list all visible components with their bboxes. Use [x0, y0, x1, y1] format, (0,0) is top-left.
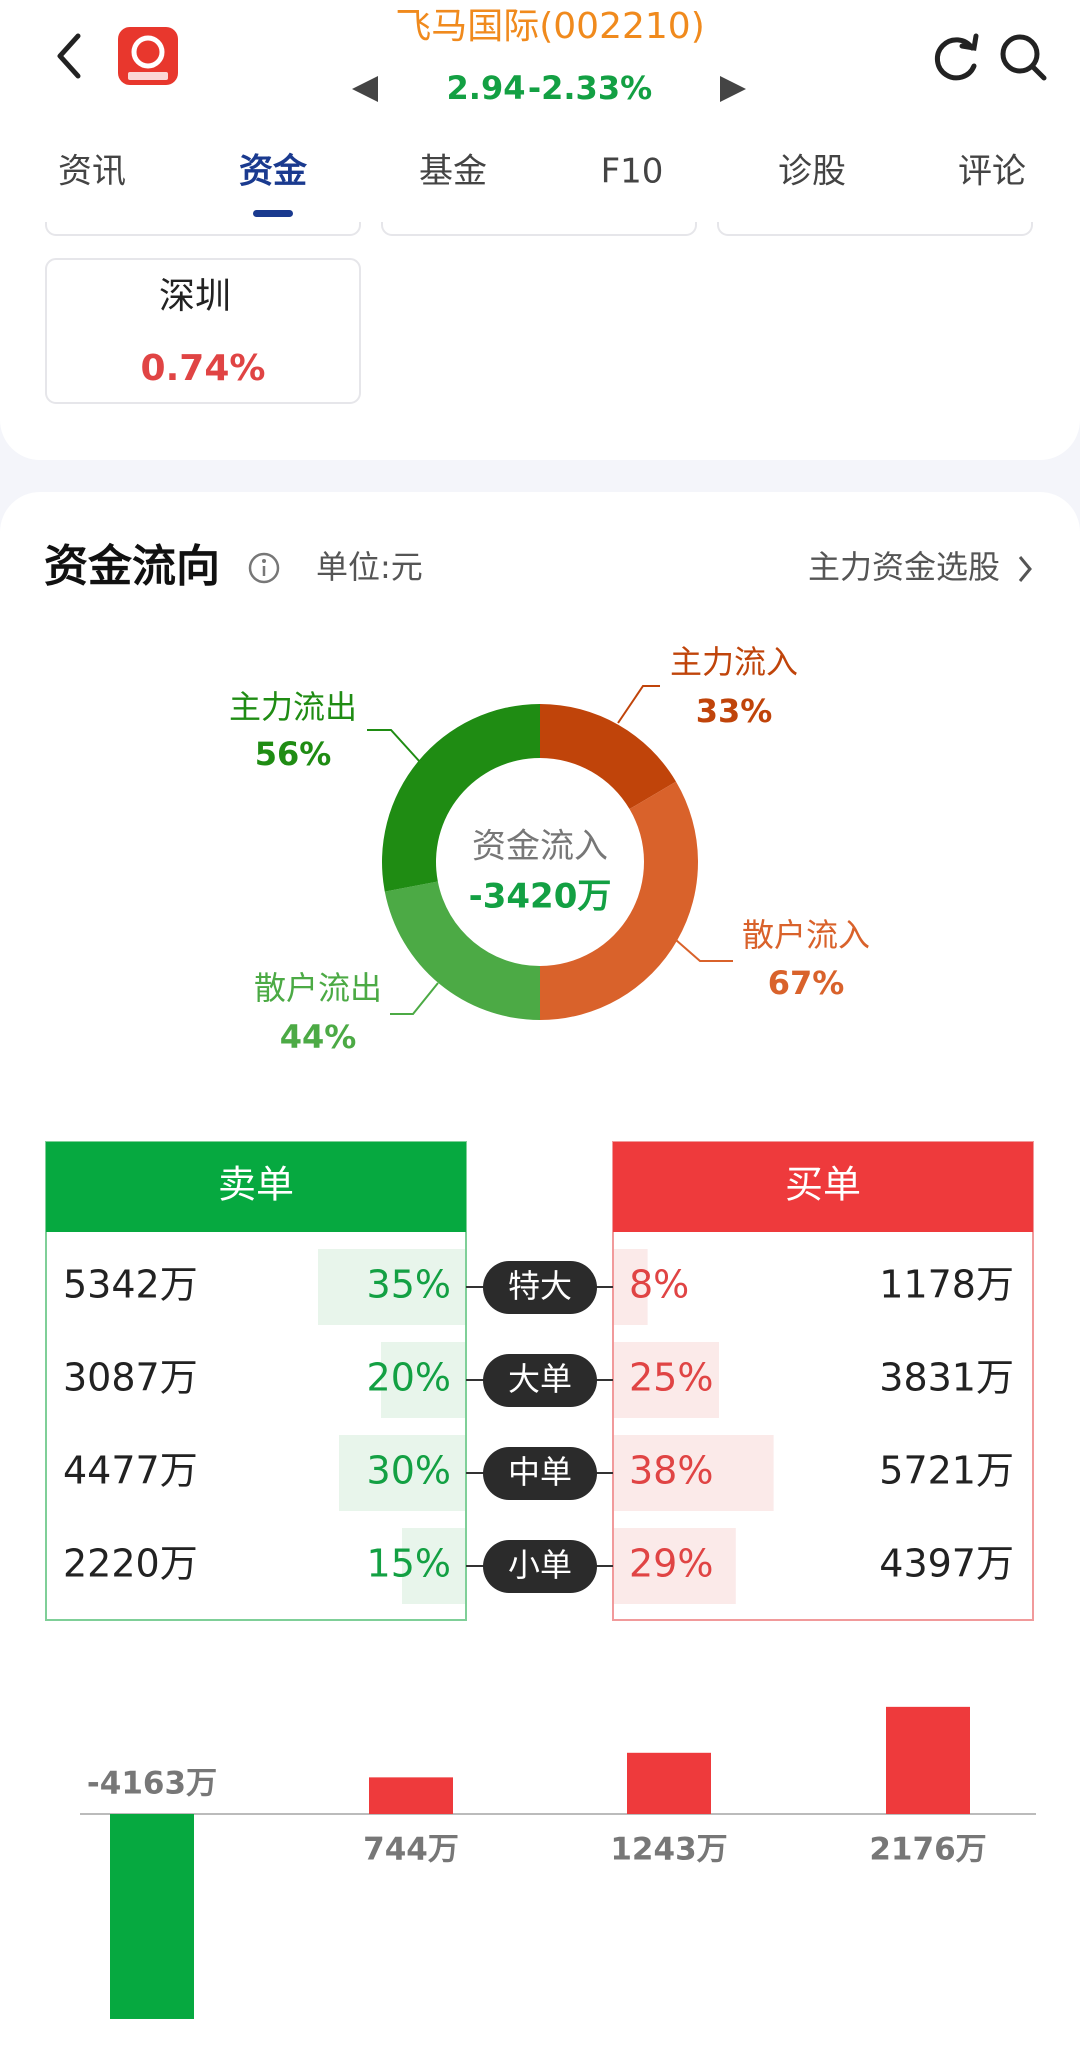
stock-pick-link[interactable]: 主力资金选股: [808, 548, 1000, 586]
back-button[interactable]: [57, 33, 81, 79]
sell-pct-bar: [318, 1249, 465, 1325]
sell-header: [46, 1142, 466, 1232]
segment-name: 散户流入: [742, 916, 870, 954]
tab[interactable]: 资金: [239, 152, 308, 192]
tab-bar: 资讯 资金 基金 F10 诊股 评论: [58, 152, 1026, 217]
price: 2.94: [447, 69, 526, 107]
search-button[interactable]: [1000, 34, 1047, 81]
tab[interactable]: F10: [601, 152, 664, 192]
type-pill: [483, 1261, 597, 1314]
buy-amount: 3831万: [879, 1356, 1014, 1400]
sell-pct-bar: [339, 1435, 465, 1511]
buy-title: 买单: [785, 1163, 861, 1207]
buy-amount: 1178万: [879, 1263, 1014, 1307]
sell-amount: 4477万: [63, 1449, 198, 1493]
tab[interactable]: 诊股: [778, 152, 846, 192]
buy-percent: 29%: [629, 1542, 713, 1586]
sell-pct-bar: [381, 1342, 465, 1418]
sell-percent: 30%: [367, 1449, 451, 1493]
donut: 主力流入 33% 散户流入 67% 散户流出 44% 主力流出 56%: [229, 643, 870, 1056]
buy-amount: 4397万: [879, 1542, 1014, 1586]
order-type: 中单: [508, 1453, 572, 1491]
donut-center-value: -3420万: [469, 877, 612, 917]
change: -2.33%: [528, 69, 652, 107]
order-type: 大单: [508, 1360, 572, 1398]
buy-pct-bar: [614, 1528, 736, 1604]
segment-name: 散户流出: [254, 969, 382, 1007]
region-change: 0.74%: [141, 348, 266, 389]
region-card[interactable]: [45, 258, 361, 404]
sell-amount: 5342万: [63, 1263, 198, 1307]
segment-percent: 33%: [696, 692, 773, 730]
donut-segment: [382, 704, 540, 892]
net-flow-bar: [110, 1814, 194, 2019]
info-icon[interactable]: [248, 552, 280, 584]
region-name: 深圳: [159, 276, 231, 317]
net-flow-label: 2176万: [869, 1832, 986, 1868]
sell-pct-bar: [402, 1528, 465, 1604]
net-flow-label: -4163万: [87, 1766, 217, 1802]
net-flow-bar: [369, 1777, 453, 1814]
leader-lines: [367, 685, 733, 1015]
sell-percent: 20%: [367, 1356, 451, 1400]
net-flow-bar: [886, 1706, 970, 1814]
section-title: 资金流向: [44, 541, 220, 592]
tab-indicator: [253, 210, 293, 217]
sell-percent: 35%: [367, 1263, 451, 1307]
prev-stock[interactable]: [352, 76, 378, 102]
tab[interactable]: 基金: [419, 152, 487, 192]
chevron[interactable]: [1018, 556, 1032, 582]
net-flow-label: 744万: [363, 1832, 459, 1868]
next-stock[interactable]: [720, 76, 746, 102]
segment-percent: 67%: [768, 964, 845, 1002]
buy-pct-bar: [614, 1249, 648, 1325]
tab[interactable]: 评论: [958, 152, 1026, 192]
tab[interactable]: 资讯: [58, 152, 126, 192]
segment-name: 主力流入: [670, 643, 798, 681]
donut-segment: [540, 781, 699, 1020]
buy-pct-bar: [614, 1342, 719, 1418]
app-icon[interactable]: [118, 27, 178, 85]
segment-name: 主力流出: [229, 688, 357, 726]
type-pill: [483, 1540, 597, 1593]
segment-percent: 56%: [255, 735, 332, 773]
net-flow-bar: [627, 1752, 711, 1814]
buy-percent: 25%: [629, 1356, 713, 1400]
sell-percent: 15%: [367, 1542, 451, 1586]
buy-header: [613, 1142, 1033, 1232]
buy-amount: 5721万: [879, 1449, 1014, 1493]
sell-title: 卖单: [218, 1163, 294, 1207]
donut-segment: [540, 704, 676, 810]
type-pill: [483, 1354, 597, 1407]
unit: 单位:元: [316, 548, 423, 586]
order-type: 特大: [508, 1267, 572, 1305]
type-pill: [483, 1447, 597, 1500]
sell-amount: 3087万: [63, 1356, 198, 1400]
stock-name: 飞马国际(002210): [395, 6, 705, 47]
sell-amount: 2220万: [63, 1542, 198, 1586]
segment-percent: 44%: [280, 1018, 357, 1056]
buy-percent: 8%: [629, 1263, 689, 1307]
refresh-button[interactable]: [934, 33, 979, 81]
net-flow-label: 1243万: [610, 1832, 727, 1868]
buy-pct-bar: [614, 1435, 774, 1511]
header-bg: [0, 0, 1080, 222]
order-type: 小单: [508, 1546, 572, 1584]
donut-segment: [384, 881, 540, 1020]
donut-center-label: 资金流入: [472, 827, 608, 867]
net-flow-chart: -4163万 744万 1243万 2176万: [87, 1706, 987, 2019]
buy-percent: 38%: [629, 1449, 713, 1493]
